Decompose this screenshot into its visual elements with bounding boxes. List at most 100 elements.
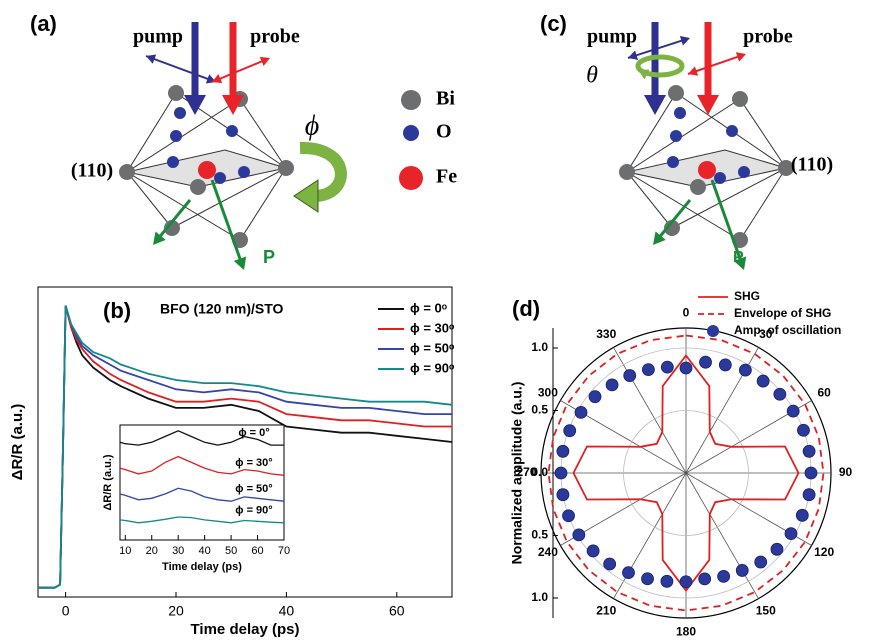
arrow-head [679, 36, 690, 46]
y-axis-label: ΔR/R (a.u.) [9, 404, 26, 481]
oscillation-point [660, 574, 674, 588]
plot-frame [37, 286, 453, 598]
oscillation-point [717, 569, 731, 583]
crystal-edge [626, 171, 673, 229]
oxygen-atom [670, 130, 682, 142]
y-tick-label: 0.0 [531, 465, 548, 479]
crystal-edge [671, 167, 787, 229]
oscillation-point [622, 566, 635, 579]
rotation-arrow-head [293, 179, 319, 213]
oscillation-point [802, 488, 816, 502]
oscillation-point [786, 404, 800, 418]
arrow-head [628, 50, 639, 60]
oscillation-point [797, 423, 810, 437]
bismuth-atom [668, 85, 684, 101]
bismuth-atom [732, 91, 748, 107]
legend-label: Envelope of SHG [734, 306, 831, 320]
series-label: ϕ = 50° [235, 483, 272, 495]
x-tick-label: 70 [278, 545, 290, 557]
panel-label: (a) [30, 11, 57, 36]
oxygen-atom [167, 156, 179, 168]
oscillation-point [754, 555, 768, 569]
series-line [38, 305, 453, 589]
arrow [710, 179, 743, 262]
iron-atom [698, 161, 716, 179]
angle-tick-label: 240 [538, 545, 558, 559]
oscillation-point [698, 572, 712, 586]
rotation-angle: ϕ [305, 110, 320, 141]
oxygen-atom [214, 172, 226, 184]
crystal-edge [239, 98, 287, 169]
x-tick-label: 50 [225, 545, 237, 557]
bismuth-atom [168, 85, 184, 101]
oscillation-point [572, 528, 586, 542]
oscillation-point [795, 508, 809, 522]
arrow-head [688, 66, 699, 76]
bismuth-atom [619, 164, 635, 180]
angle-grid-line [613, 347, 687, 474]
arrow-head [153, 231, 166, 245]
angle-tick-label: 120 [814, 545, 834, 559]
rotation-angle: θ [586, 63, 598, 89]
oscillation-point [574, 405, 588, 419]
arrow-head [697, 95, 719, 115]
bismuth-atom [119, 164, 135, 180]
angle-tick-label: 180 [676, 625, 696, 639]
x-tick-label: 40 [199, 545, 211, 557]
arrow-head [146, 54, 157, 64]
chart-title: BFO (120 nm)/STO [160, 301, 284, 317]
oscillation-point [738, 363, 752, 377]
arrow [687, 55, 740, 75]
legend-label: ϕ = 30ᵒ [410, 320, 455, 335]
oxygen-atom [714, 172, 726, 184]
oxygen-atom [667, 156, 679, 168]
panel-label: (d) [512, 296, 540, 321]
oscillation-point [556, 444, 570, 458]
crystal-edge [626, 92, 677, 173]
oscillation-point [802, 444, 816, 458]
crystal-edge [126, 92, 177, 173]
crystal-edge [171, 167, 287, 229]
arrow-head [222, 95, 244, 115]
oxygen-atom [674, 107, 686, 119]
arrow-head [212, 73, 223, 84]
y-axis-label: ΔR/R (a.u.) [102, 454, 114, 511]
x-tick-label: 40 [279, 603, 295, 619]
oscillation-point [588, 390, 602, 404]
arrow-head [733, 256, 747, 270]
oscillation-point [679, 575, 693, 589]
series-label: ϕ = 0° [238, 427, 269, 439]
oxygen-atom [226, 125, 238, 137]
iron-atom [198, 161, 216, 179]
oscillation-point [679, 361, 693, 375]
legend-atom [399, 166, 423, 190]
angle-tick-label: 300 [538, 385, 558, 399]
series-line [119, 430, 284, 446]
oscillation-point [641, 572, 654, 586]
oscillation-point [718, 358, 732, 372]
y-tick-label: 1.0 [531, 590, 548, 604]
bismuth-atom [690, 179, 706, 195]
x-tick-label: 60 [251, 545, 263, 557]
oscillation-point [660, 360, 674, 374]
arrow-head [644, 95, 666, 115]
arrow-head [735, 52, 746, 62]
rotation-ring [635, 54, 685, 78]
arrow-head [638, 69, 650, 80]
oscillation-point [562, 509, 575, 523]
y-tick-label: 1.0 [531, 340, 548, 354]
angle-tick-label: 210 [596, 603, 616, 617]
series-label: ϕ = 90° [235, 505, 272, 517]
y-axis-label: Normalized amplitude (a.u.) [509, 382, 525, 565]
crystal-edge [626, 98, 741, 173]
x-tick-label: 60 [389, 603, 405, 619]
oxygen-atom [170, 130, 182, 142]
bismuth-atom [278, 160, 294, 176]
oscillation-point [556, 488, 570, 502]
series-line [119, 455, 285, 476]
y-tick-label: 0.5 [531, 403, 548, 417]
crystal-edge [739, 167, 787, 241]
angle-tick-label: 90 [839, 465, 853, 479]
legend-label: ϕ = 0ᵒ [410, 300, 448, 315]
arrow [145, 55, 210, 81]
